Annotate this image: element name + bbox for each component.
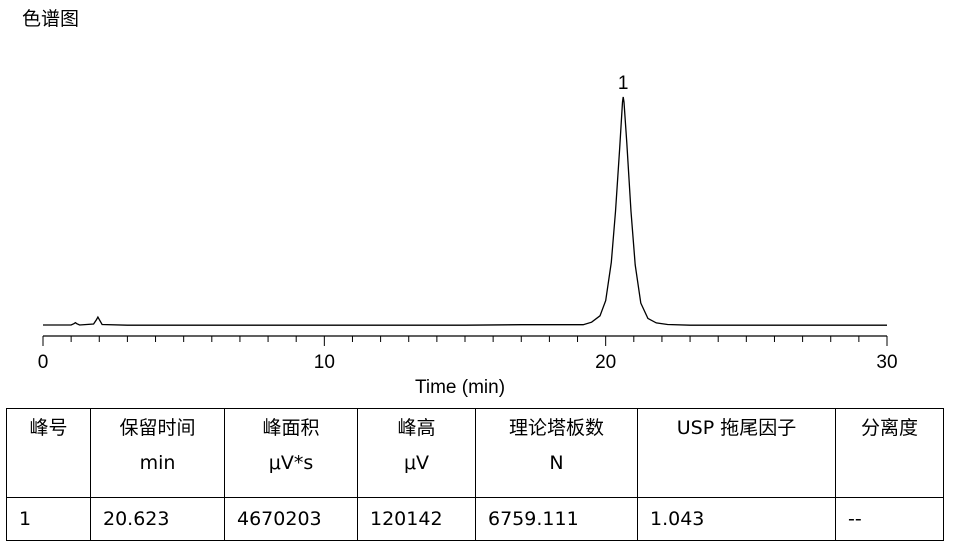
table-cell: 4670203 xyxy=(224,497,358,541)
header-name: 峰高 xyxy=(397,417,436,439)
header-name: 峰号 xyxy=(29,417,68,439)
table-header-cell: 分离度 xyxy=(835,408,944,498)
table-header-cell: 峰高 μV xyxy=(357,408,476,498)
page-title: 色谱图 xyxy=(22,8,80,30)
table-row: 1 20.623 4670203 120142 6759.111 1.043 -- xyxy=(6,497,944,541)
table-header-cell: USP 拖尾因子 xyxy=(637,408,836,498)
x-tick-label: 0 xyxy=(38,352,49,373)
header-unit: μV xyxy=(403,452,430,474)
x-axis-label: Time (min) xyxy=(415,377,505,398)
x-tick-label: 30 xyxy=(876,352,897,373)
x-axis: 0 10 20 30 xyxy=(38,335,898,373)
header-name: 分离度 xyxy=(860,417,918,439)
table-cell: 1.043 xyxy=(637,497,836,541)
chromatogram-trace xyxy=(43,96,887,326)
x-tick-label: 10 xyxy=(314,352,335,373)
peak-labels: 1 xyxy=(618,73,629,94)
table-header-row: 峰号 保留时间 min 峰面积 μV*s 峰高 μV 理论塔板数 N USP 拖尾因子 分离度 xyxy=(6,408,944,498)
header-name: 理论塔板数 xyxy=(508,417,604,439)
table-header-cell: 理论塔板数 N xyxy=(475,408,638,498)
peak-label: 1 xyxy=(618,73,629,94)
header-unit: N xyxy=(549,452,564,474)
table-header-cell: 保留时间 min xyxy=(90,408,225,498)
table-cell: 120142 xyxy=(357,497,476,541)
header-name: 峰面积 xyxy=(262,417,320,439)
table-cell: -- xyxy=(835,497,944,541)
table-cell: 6759.111 xyxy=(475,497,638,541)
table-cell: 20.623 xyxy=(90,497,225,541)
header-unit: min xyxy=(139,452,176,474)
table-header-cell: 峰号 xyxy=(6,408,91,498)
header-name: USP 拖尾因子 xyxy=(676,417,797,439)
x-tick-label: 20 xyxy=(595,352,616,373)
chromatogram: 0 10 20 30 1 Time (min) xyxy=(38,73,898,398)
header-name: 保留时间 xyxy=(119,417,196,439)
table-header-cell: 峰面积 μV*s xyxy=(224,408,358,498)
table-cell: 1 xyxy=(6,497,91,541)
header-unit: μV*s xyxy=(268,452,314,474)
